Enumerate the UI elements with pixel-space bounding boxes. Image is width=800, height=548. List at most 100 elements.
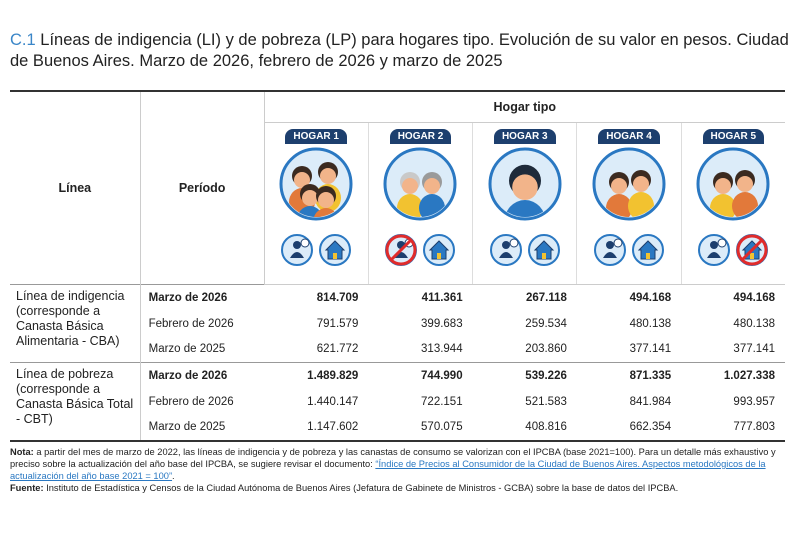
hogar-illustration bbox=[279, 147, 353, 266]
line-label: Línea de indigencia (corresponde a Canas… bbox=[10, 284, 141, 363]
title-prefix: C.1 bbox=[10, 31, 36, 49]
badge-clock bbox=[509, 238, 519, 248]
cross-ring bbox=[385, 234, 417, 266]
badge-house bbox=[637, 240, 659, 260]
value: 267.118 bbox=[472, 284, 577, 311]
badge-door bbox=[750, 253, 755, 259]
people bbox=[397, 172, 446, 217]
person-face bbox=[737, 176, 754, 192]
hogar-illustration bbox=[383, 147, 457, 266]
value: 521.583 bbox=[525, 395, 567, 408]
period: Febrero de 2026 bbox=[148, 317, 234, 330]
value: 377.141 bbox=[629, 343, 672, 356]
hogar-header: HOGAR 2 bbox=[367, 122, 473, 285]
person-face bbox=[611, 178, 627, 194]
value: 539.226 bbox=[472, 362, 577, 389]
value: 662.354 bbox=[629, 421, 672, 433]
note-end: . bbox=[172, 471, 175, 481]
value: 722.151 bbox=[421, 395, 463, 408]
period: Marzo de 2026 bbox=[140, 284, 265, 311]
value: 1.027.338 bbox=[681, 362, 785, 389]
data-row: Marzo de 2025 621.772 313.944 203.860 377.14… bbox=[10, 337, 785, 363]
value: 480.138 bbox=[733, 317, 775, 330]
value: 777.803 bbox=[733, 421, 775, 433]
note-label: Nota: bbox=[10, 447, 34, 457]
badge-body bbox=[498, 252, 513, 258]
badge-head bbox=[293, 241, 302, 249]
badge-door bbox=[646, 253, 650, 259]
value: 408.816 bbox=[525, 421, 567, 433]
data-row: Marzo de 2025 1.147.602 570.075 408.816 662.… bbox=[10, 415, 785, 441]
value: 494.168 bbox=[576, 284, 682, 311]
badge-door bbox=[437, 253, 442, 259]
value: 1.440.147 bbox=[307, 395, 359, 408]
person-face bbox=[715, 178, 732, 194]
value: 1.147.602 bbox=[307, 421, 359, 433]
cross-line bbox=[741, 238, 764, 262]
value: 377.141 bbox=[733, 343, 775, 356]
badge-body bbox=[290, 252, 305, 258]
value: 841.984 bbox=[629, 395, 672, 408]
title: C.1 Líneas de indigencia (LI) y de pobre… bbox=[10, 30, 790, 72]
value: 791.579 bbox=[316, 317, 359, 330]
badge-clock bbox=[717, 238, 727, 248]
people bbox=[503, 164, 546, 217]
hogar-label: HOGAR 3 bbox=[493, 129, 556, 144]
hogar-illustration bbox=[488, 147, 562, 266]
value: 744.990 bbox=[368, 362, 473, 389]
hogar-header: HOGAR 3 bbox=[472, 122, 577, 285]
badge-clock bbox=[300, 238, 310, 248]
hogar-label: HOGAR 4 bbox=[598, 129, 660, 144]
source-text: Instituto de Estadística y Censos de la … bbox=[46, 483, 679, 493]
value: 411.361 bbox=[368, 284, 473, 311]
header-linea: Línea bbox=[10, 91, 141, 285]
note: Nota: a partir del mes de marzo de 2022,… bbox=[10, 446, 785, 482]
header-row: Línea Período Hogar tipo bbox=[10, 91, 785, 285]
value: 203.860 bbox=[525, 343, 567, 356]
badge-head bbox=[606, 241, 614, 249]
person-face bbox=[294, 172, 311, 188]
badge-head bbox=[710, 241, 719, 249]
value: 993.957 bbox=[733, 395, 775, 408]
header-periodo: Período bbox=[140, 91, 265, 285]
period: Febrero de 2026 bbox=[148, 395, 234, 408]
hogar-header: HOGAR 1 bbox=[263, 122, 369, 285]
badge-house bbox=[429, 240, 450, 260]
person-face bbox=[633, 176, 649, 192]
value: 480.138 bbox=[629, 317, 672, 330]
value: 621.772 bbox=[316, 343, 359, 356]
notes: Nota: a partir del mes de marzo de 2022,… bbox=[10, 446, 785, 494]
value: 313.944 bbox=[421, 343, 463, 356]
badge-house bbox=[324, 240, 346, 260]
line-label: Línea de pobreza (corresponde a Canasta … bbox=[10, 362, 141, 441]
value: 259.534 bbox=[525, 317, 567, 330]
badge-house bbox=[533, 240, 554, 260]
data-row: Línea de indigencia (corresponde a Canas… bbox=[10, 284, 785, 363]
hogar-label: HOGAR 2 bbox=[389, 129, 452, 144]
value: 1.489.829 bbox=[264, 362, 369, 389]
hogar-header: HOGAR 4 bbox=[576, 122, 682, 285]
person-body bbox=[503, 200, 546, 217]
badge-body bbox=[707, 252, 722, 258]
note-link[interactable]: “Índice de Precios al Consumidor de la C… bbox=[10, 459, 766, 481]
cross-line bbox=[390, 238, 413, 262]
title-text: Líneas de indigencia (LI) y de pobreza (… bbox=[10, 31, 789, 70]
value: 494.168 bbox=[681, 284, 785, 311]
person-face bbox=[320, 168, 337, 184]
header-hogar-tipo: Hogar tipo bbox=[264, 91, 785, 123]
badge-clock bbox=[613, 238, 623, 248]
data-row: Febrero de 2026 1.440.147 722.151 521.583 84… bbox=[10, 389, 785, 415]
badge-door bbox=[333, 253, 338, 259]
period: Marzo de 2025 bbox=[148, 421, 226, 433]
person-face bbox=[318, 192, 335, 208]
header-row: HOGAR 1 HOGAR 2 HOGAR 3 HOGAR 4 HOGAR 5 bbox=[10, 122, 785, 285]
person-face bbox=[402, 178, 419, 194]
person-face bbox=[302, 190, 319, 206]
data-row: Febrero de 2026 791.579 399.683 259.534 480.… bbox=[10, 311, 785, 337]
period: Marzo de 2025 bbox=[148, 343, 226, 356]
people bbox=[710, 170, 759, 217]
hogar-label: HOGAR 5 bbox=[702, 129, 765, 144]
hogar-illustration bbox=[696, 147, 770, 266]
person-face bbox=[511, 174, 538, 200]
